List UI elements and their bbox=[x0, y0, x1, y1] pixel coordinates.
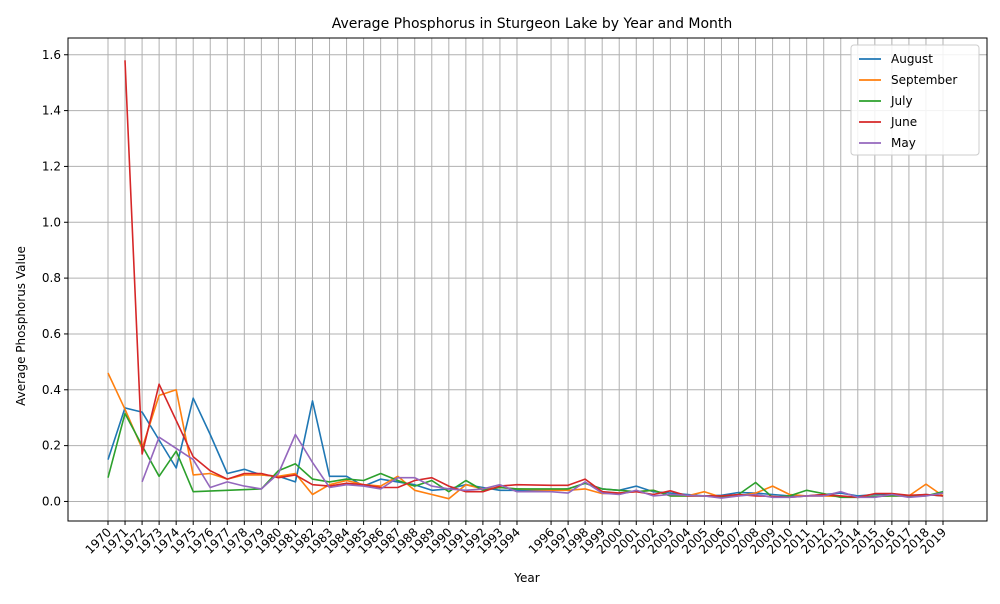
y-axis-ticks: 0.0 0.2 0.4 0.6 0.8 1.0 1.2 1.4 1.6 bbox=[42, 48, 68, 508]
series-line-june bbox=[124, 60, 944, 499]
y-tick-label: 0.2 bbox=[42, 439, 61, 453]
y-tick-label: 1.4 bbox=[42, 104, 61, 118]
y-tick-label: 0.0 bbox=[42, 494, 61, 508]
y-tick-label: 1.0 bbox=[42, 215, 61, 229]
series-line-september bbox=[107, 372, 944, 500]
y-axis-label: Average Phosphorus Value bbox=[14, 246, 28, 406]
y-tick-label: 1.6 bbox=[42, 48, 61, 62]
legend: August September July June May bbox=[850, 44, 980, 156]
y-tick-label: 0.4 bbox=[42, 383, 61, 397]
y-tick-label: 1.2 bbox=[42, 159, 61, 173]
plot-frame bbox=[67, 37, 988, 522]
series-line-may bbox=[141, 433, 944, 499]
legend-label: August bbox=[891, 52, 933, 66]
y-tick-label: 0.6 bbox=[42, 327, 61, 341]
legend-label: July bbox=[890, 94, 913, 108]
series-line-august bbox=[107, 397, 944, 497]
series-lines bbox=[107, 60, 944, 500]
chart-title: Average Phosphorus in Sturgeon Lake by Y… bbox=[332, 16, 733, 32]
legend-label: September bbox=[891, 73, 957, 87]
legend-label: May bbox=[891, 136, 916, 150]
x-axis-ticks: 1970197119721973197419751976197719781979… bbox=[83, 521, 949, 557]
legend-label: June bbox=[890, 115, 917, 129]
grid bbox=[68, 38, 987, 521]
y-tick-label: 0.8 bbox=[42, 271, 61, 285]
x-axis-label: Year bbox=[513, 571, 539, 585]
legend-box bbox=[850, 44, 980, 156]
